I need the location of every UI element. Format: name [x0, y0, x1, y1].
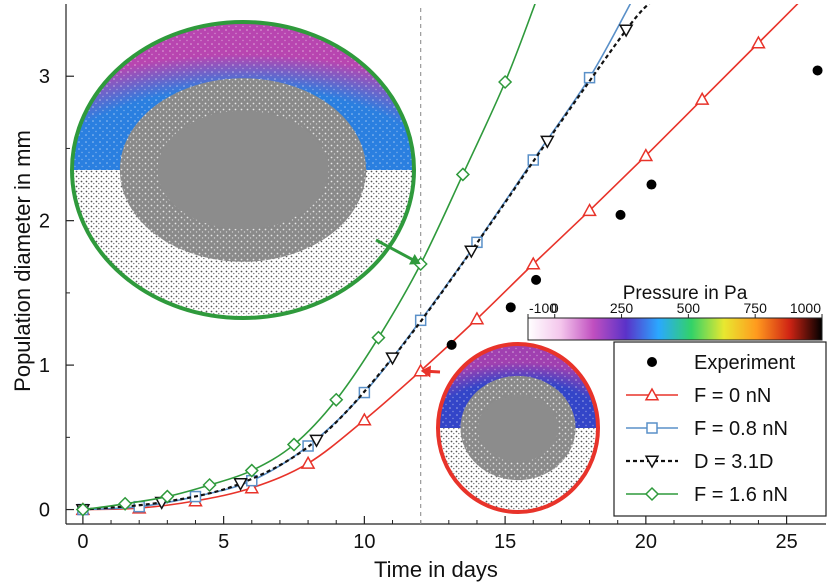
colorbar-tick-label: 750 [744, 300, 768, 316]
data-point-experiment [446, 339, 457, 350]
legend-marker [644, 486, 660, 502]
data-point-f-0-8-nn [583, 71, 596, 84]
callout-arrow-line [375, 238, 415, 262]
legend-label: F = 0 nN [694, 385, 771, 407]
legend-entry-f-0-8-nn: F = 0.8 nN [626, 418, 788, 440]
data-point-f-1-6-nn [75, 502, 90, 517]
legend-marker [646, 422, 658, 434]
data-point-f-0-nn [357, 412, 372, 426]
data-point-f-1-6-nn [498, 74, 513, 90]
colorbar-tick-label: 250 [610, 300, 634, 316]
data-point-d-3-1d [618, 24, 634, 38]
x-tick-label: 0 [77, 531, 88, 553]
data-point-f-1-6-nn [118, 496, 133, 511]
callout-arrow-head [409, 253, 421, 265]
legend: Experiment F = 0 nN F = 0.8 nN D = 3.1D F = … [613, 341, 827, 517]
data-point-d-3-1d [233, 478, 248, 492]
data-point-d-3-1d [540, 135, 555, 149]
data-point-experiment [812, 65, 823, 76]
legend-marker [644, 455, 660, 469]
data-point-f-0-nn [300, 455, 316, 469]
legend-label: F = 0.8 nN [694, 418, 788, 440]
data-point-f-0-nn [469, 311, 485, 325]
y-tick-label: 0 [39, 500, 50, 522]
data-point-d-3-1d [385, 352, 400, 366]
data-point-f-0-nn [582, 203, 597, 217]
data-point-f-0-nn [244, 480, 260, 494]
colorbar-gradient [527, 317, 823, 341]
inset-small-cells-center [478, 394, 558, 462]
data-point-experiment [531, 274, 542, 285]
x-tick-label: 25 [775, 531, 797, 553]
legend-entry-f-1-6-nn: F = 1.6 nN [626, 484, 788, 506]
colorbar-tick-label: 0 [551, 300, 559, 316]
y-tick-label: 2 [39, 211, 50, 233]
inset-small-border [436, 342, 600, 514]
legend-label: Experiment [694, 352, 796, 374]
y-axis-label: Population diameter in mm [10, 130, 35, 392]
data-point-f-0-nn [751, 35, 766, 49]
x-tick-label: 5 [218, 531, 229, 553]
callout-arrow-head [420, 365, 431, 378]
inset-images [70, 20, 600, 514]
colorbar-title: Pressure in Pa [623, 283, 748, 304]
legend-label: D = 3.1D [694, 451, 773, 473]
data-point-d-3-1d [309, 434, 324, 448]
inset-callouts [375, 238, 441, 378]
legend-label: F = 1.6 nN [694, 484, 788, 506]
data-point-f-0-nn [525, 256, 541, 270]
x-tick-label: 20 [635, 531, 657, 553]
data-point-f-0-nn [694, 91, 710, 105]
data-point-f-1-6-nn [455, 167, 470, 182]
data-point-f-1-6-nn [244, 463, 259, 478]
data-point-f-1-6-nn [202, 477, 217, 493]
legend-entry-f-0-nn: F = 0 nN [626, 385, 771, 407]
inset-large-border [70, 20, 416, 320]
series-experiment [446, 65, 823, 350]
data-point-experiment [615, 209, 626, 220]
data-point-d-3-1d [464, 245, 479, 259]
data-point-f-1-6-nn [286, 437, 302, 452]
y-tick-label: 1 [39, 355, 50, 377]
data-point-f-1-6-nn [329, 392, 344, 407]
legend-entry-d-3-1d: D = 3.1D [626, 451, 773, 473]
data-point-experiment [505, 302, 516, 313]
series-layer [75, 4, 823, 518]
data-point-f-0-nn [638, 148, 654, 162]
legend-marker [644, 387, 660, 401]
colorbar-tick-label: 500 [677, 300, 701, 316]
colorbar: Pressure in Pa -1000 250 500 750 1000 [527, 283, 823, 341]
x-tick-label: 10 [353, 531, 375, 553]
x-axis-label: Time in days [374, 557, 498, 582]
colorbar-tick-label: 1000 [790, 300, 821, 316]
data-point-experiment [646, 179, 657, 190]
inset-large-cells-center [157, 110, 329, 230]
legend-marker [647, 357, 657, 367]
data-point-f-1-6-nn [160, 489, 175, 504]
data-point-f-1-6-nn [371, 330, 386, 345]
x-tick-label: 15 [494, 531, 516, 553]
series-f-1-6-nn [75, 4, 536, 517]
y-tick-label: 3 [39, 66, 50, 88]
legend-entry-experiment: Experiment [647, 352, 796, 374]
colorbar-tick-label: -100 [529, 300, 557, 316]
